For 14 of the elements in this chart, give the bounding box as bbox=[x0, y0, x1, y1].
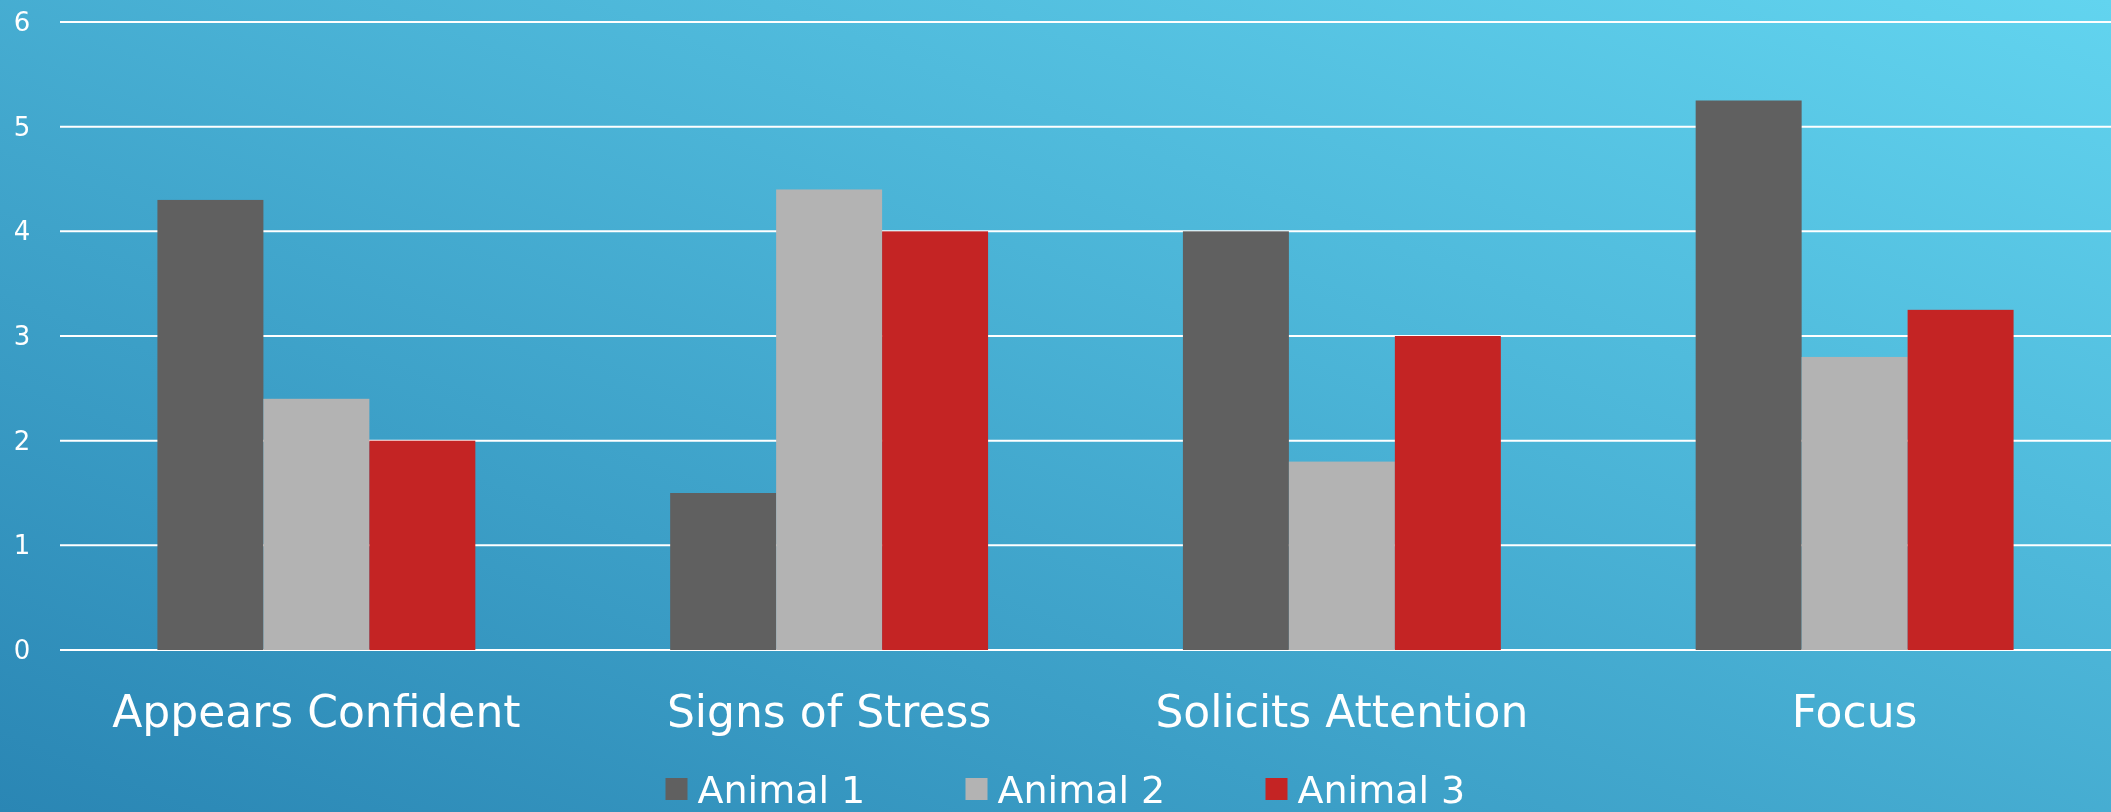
y-tick-label: 0 bbox=[13, 635, 31, 666]
y-tick-label: 2 bbox=[13, 425, 31, 456]
x-tick-label: Solicits Attention bbox=[1155, 686, 1529, 738]
y-tick-label: 3 bbox=[13, 321, 31, 352]
y-tick-label: 4 bbox=[13, 216, 31, 247]
legend-label: Animal 1 bbox=[697, 768, 866, 812]
y-tick-label: 6 bbox=[13, 7, 31, 38]
x-tick-label: Signs of Stress bbox=[666, 686, 992, 738]
legend-label: Animal 3 bbox=[1297, 768, 1466, 812]
x-tick-label: Focus bbox=[1791, 686, 1918, 738]
y-tick-label: 1 bbox=[13, 530, 31, 561]
y-tick-label: 5 bbox=[13, 111, 31, 142]
legend-label: Animal 2 bbox=[997, 768, 1166, 812]
x-tick-label: Appears Confident bbox=[112, 686, 521, 738]
